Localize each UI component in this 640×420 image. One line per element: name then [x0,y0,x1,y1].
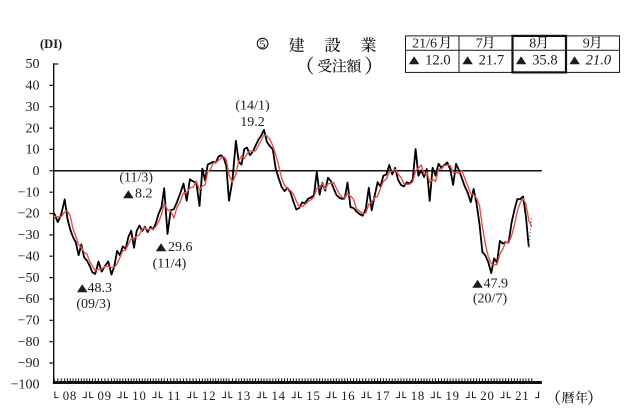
svg-text:08: 08 [63,389,77,403]
svg-text:10: 10 [132,389,146,403]
svg-text:35.8: 35.8 [532,53,558,69]
svg-text:30: 30 [26,100,40,115]
svg-text:−10: −10 [18,185,40,200]
svg-text:(14/1): (14/1) [235,99,270,114]
svg-text:15: 15 [306,389,320,403]
svg-text:8.2: 8.2 [135,186,153,201]
svg-text:−20: −20 [18,207,40,222]
svg-text:48.3: 48.3 [87,281,112,296]
svg-text:−80: −80 [18,335,40,350]
svg-text:(20/7): (20/7) [473,292,508,307]
svg-text:11: 11 [167,389,181,403]
svg-text:(DI): (DI) [40,37,62,51]
svg-text:−30: −30 [18,228,40,243]
svg-text:12.0: 12.0 [425,53,451,69]
svg-text:(11/4): (11/4) [153,257,187,272]
svg-text:13: 13 [237,389,251,403]
svg-text:21: 21 [515,389,529,403]
svg-text:−100: −100 [11,378,40,393]
svg-text:−60: −60 [18,292,40,307]
svg-text:21/6: 21/6 [412,36,437,51]
svg-text:09: 09 [97,389,111,403]
svg-text:8: 8 [529,36,536,51]
svg-text:21.0: 21.0 [586,53,612,69]
svg-text:20: 20 [26,121,40,136]
svg-text:18: 18 [411,389,425,403]
svg-text:21.7: 21.7 [479,53,505,69]
svg-text:19: 19 [445,389,459,403]
svg-text:19.2: 19.2 [240,115,265,130]
svg-text:47.9: 47.9 [484,276,509,291]
svg-text:20: 20 [480,389,494,403]
svg-text:29.6: 29.6 [168,240,193,255]
svg-text:(11/3): (11/3) [119,171,153,186]
svg-text:0: 0 [33,164,40,179]
svg-text:16: 16 [341,389,355,403]
svg-text:−40: −40 [18,249,40,264]
svg-text:12: 12 [202,389,216,403]
svg-text:7: 7 [476,36,483,51]
svg-text:5: 5 [260,37,266,51]
svg-text:40: 40 [26,79,40,94]
svg-text:14: 14 [271,389,285,403]
svg-text:17: 17 [376,389,390,403]
svg-text:(09/3): (09/3) [76,297,111,312]
svg-text:10: 10 [26,143,40,158]
svg-text:9: 9 [583,36,590,51]
svg-text:−50: −50 [18,271,40,286]
svg-text:50: 50 [26,57,40,72]
svg-text:−70: −70 [18,314,40,329]
svg-text:−90: −90 [18,356,40,371]
